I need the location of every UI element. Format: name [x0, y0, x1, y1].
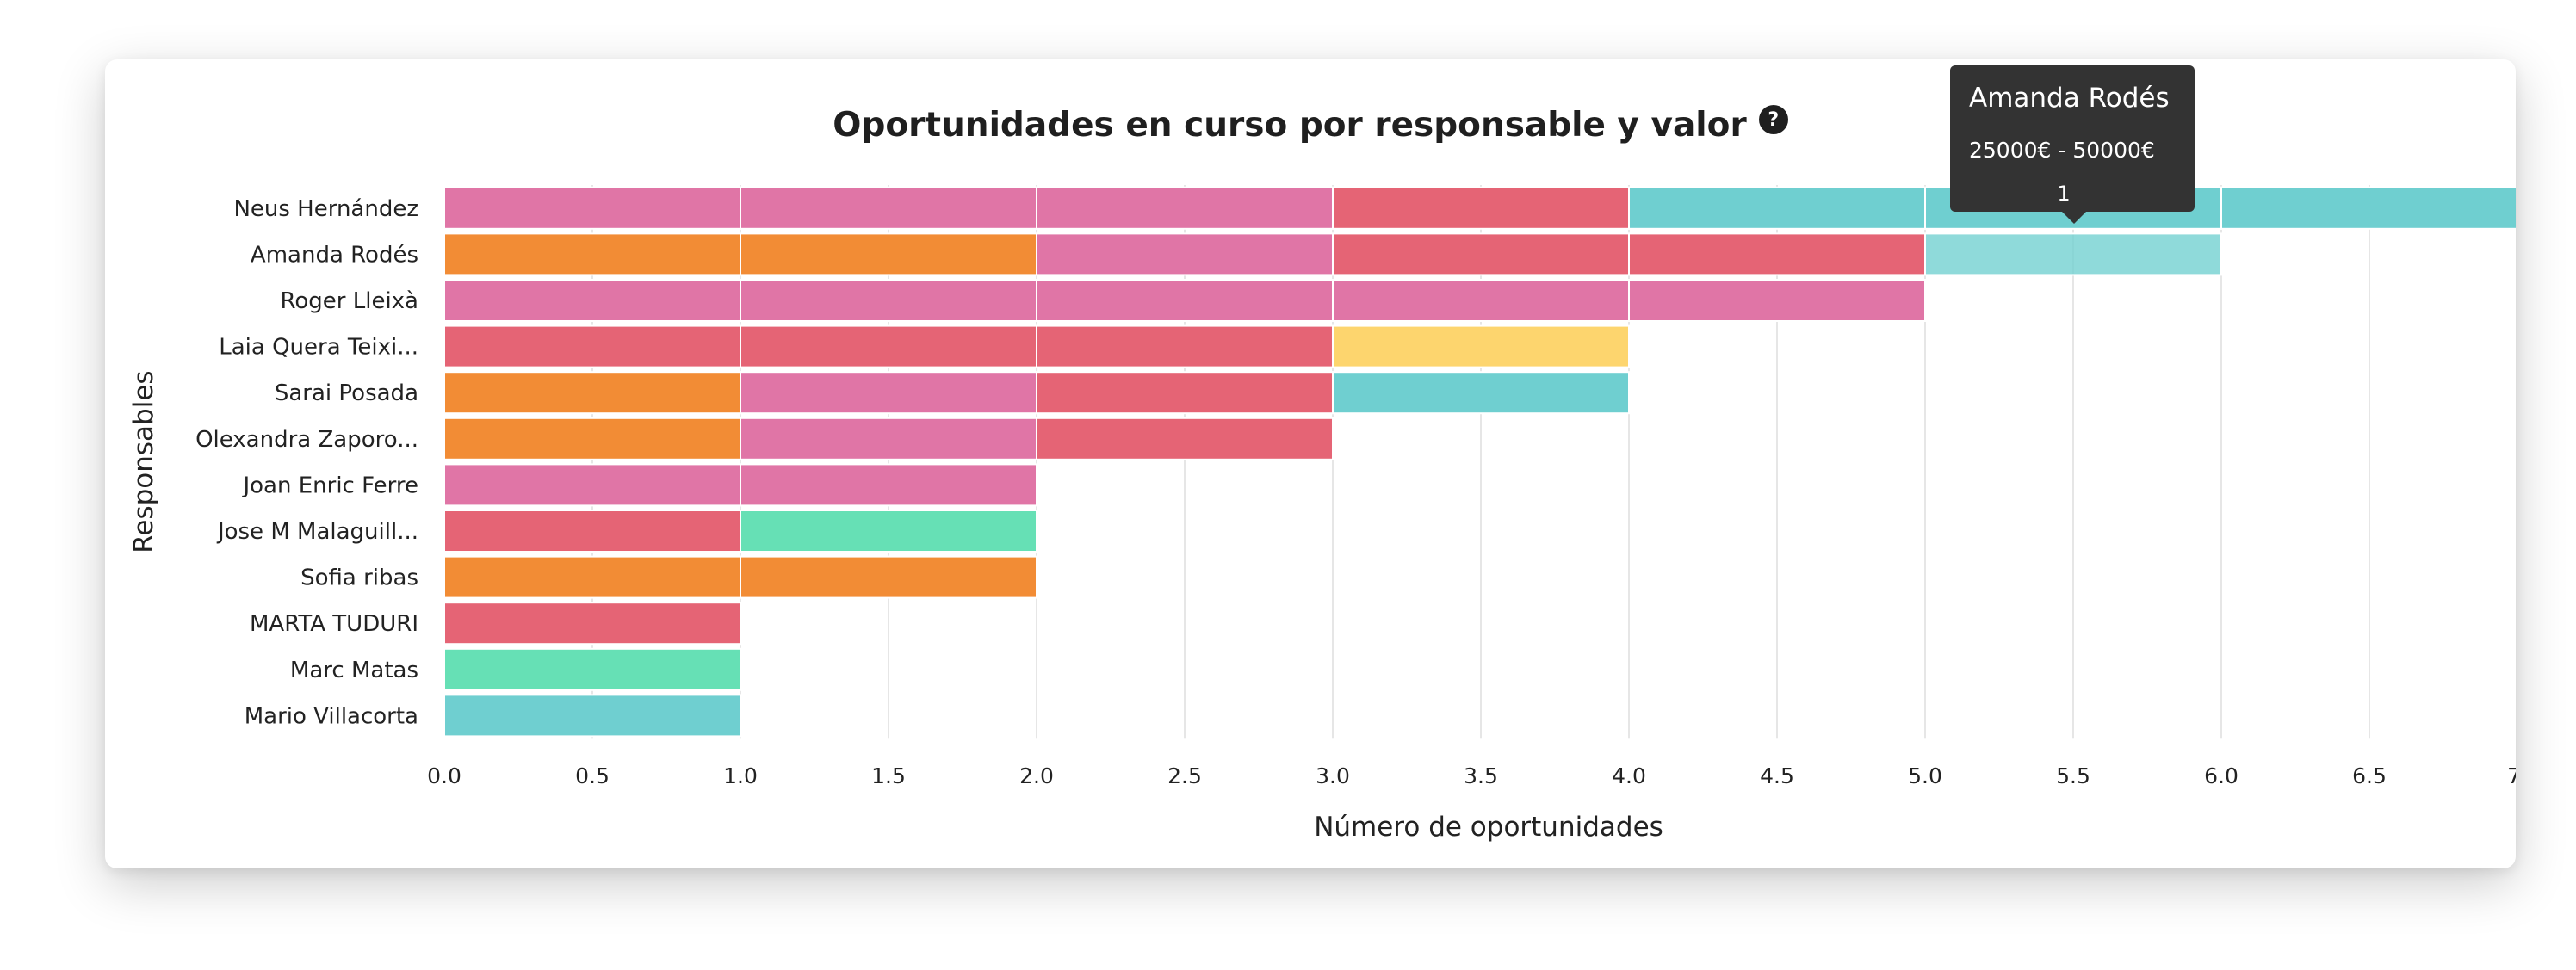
bar-segment[interactable]: [443, 647, 741, 691]
help-icon[interactable]: ?: [1758, 105, 1788, 134]
bar-segment[interactable]: [1036, 232, 1334, 276]
bar-segment[interactable]: [1036, 371, 1334, 415]
x-tick-label: 2.5: [1167, 763, 1202, 788]
x-tick-label: 3.5: [1464, 763, 1498, 788]
bar-segment[interactable]: [1628, 279, 1926, 322]
bar-segment[interactable]: [1036, 186, 1334, 230]
x-tick-label: 3.0: [1316, 763, 1350, 788]
x-tick-label: 4.5: [1760, 763, 1794, 788]
bar-segment[interactable]: [443, 602, 741, 646]
bar-segment[interactable]: [740, 186, 1037, 230]
x-tick-label: 5.5: [2056, 763, 2090, 788]
y-tick-label: Neus Hernández: [233, 196, 418, 222]
y-tick-label: Marc Matas: [290, 658, 418, 683]
chart-card: Oportunidades en curso por responsable y…: [105, 59, 2516, 868]
y-tick-label: Olexandra Zaporo...: [195, 427, 418, 453]
chart-title: Oportunidades en curso por responsable y…: [833, 105, 1747, 145]
bar-segment[interactable]: [1924, 232, 2222, 276]
bar-segment[interactable]: [740, 555, 1037, 599]
tooltip-arrow: [2062, 212, 2086, 224]
bar-segment[interactable]: [2220, 186, 2516, 230]
x-tick-label: 4.0: [1612, 763, 1646, 788]
bar-segment[interactable]: [740, 324, 1037, 368]
x-tick-label: 0.5: [575, 763, 610, 788]
bar-segment[interactable]: [1332, 324, 1630, 368]
x-tick-label: 1.5: [871, 763, 906, 788]
bar-segment[interactable]: [443, 232, 741, 276]
chart-tooltip: Amanda Rodés 25000€ - 50000€: [1950, 65, 2195, 224]
tooltip-count: 1: [2057, 182, 2071, 206]
bar-segment[interactable]: [1036, 417, 1334, 460]
bar-segment[interactable]: [1036, 324, 1334, 368]
y-tick-label: MARTA TUDURI: [250, 611, 418, 637]
x-axis-label: Número de oportunidades: [1314, 812, 1663, 843]
bar-segment[interactable]: [740, 463, 1037, 507]
tooltip-title: Amanda Rodés: [1969, 83, 2170, 114]
y-tick-label: Joan Enric Ferre: [241, 473, 418, 498]
bar-segment[interactable]: [1332, 371, 1630, 415]
x-tick-label: 6.0: [2204, 763, 2239, 788]
bar-segment[interactable]: [443, 510, 741, 553]
bar-segment[interactable]: [443, 463, 741, 507]
bar-segment[interactable]: [740, 232, 1037, 276]
bar-segment[interactable]: [740, 279, 1037, 322]
bar-segment[interactable]: [1036, 279, 1334, 322]
bar-segment[interactable]: [1628, 186, 1926, 230]
bar-segment[interactable]: [443, 555, 741, 599]
bar-segment[interactable]: [1628, 232, 1926, 276]
tooltip-value: 25000€ - 50000€: [1969, 138, 2155, 163]
bar-segment[interactable]: [740, 371, 1037, 415]
bar-segment[interactable]: [443, 371, 741, 415]
chart-title-row: Oportunidades en curso por responsable y…: [105, 99, 2516, 151]
y-tick-label: Roger Lleixà: [280, 288, 418, 314]
bar-segment[interactable]: [1332, 279, 1630, 322]
bar-segment[interactable]: [1332, 232, 1630, 276]
y-tick-label: Amanda Rodés: [251, 242, 418, 268]
bar-segment[interactable]: [740, 510, 1037, 553]
bar-chart: Neus Hernández Amanda Rodés Roger Lleixà La…: [128, 185, 2516, 843]
x-tick-label: 5.0: [1908, 763, 1942, 788]
y-tick-label: Jose M Malaguill...: [216, 519, 418, 545]
bar-segment[interactable]: [443, 694, 741, 738]
x-tick-label: 6.5: [2352, 763, 2387, 788]
x-tick-label: 0.0: [427, 763, 461, 788]
x-tick-label: 7.: [2507, 763, 2516, 788]
y-tick-label: Mario Villacorta: [245, 703, 418, 729]
y-axis-label: Responsables: [128, 370, 159, 553]
bar-segment[interactable]: [443, 417, 741, 460]
bar-segment[interactable]: [443, 324, 741, 368]
y-tick-label: Laia Quera Teixi...: [219, 335, 418, 361]
bar-segment[interactable]: [443, 186, 741, 230]
bar-segment[interactable]: [1332, 186, 1630, 230]
x-tick-label: 2.0: [1019, 763, 1054, 788]
bar-segment[interactable]: [443, 279, 741, 322]
y-tick-label: Sofia ribas: [300, 565, 418, 591]
x-tick-label: 1.0: [723, 763, 758, 788]
y-tick-label: Sarai Posada: [275, 380, 418, 406]
bar-segment[interactable]: [740, 417, 1037, 460]
